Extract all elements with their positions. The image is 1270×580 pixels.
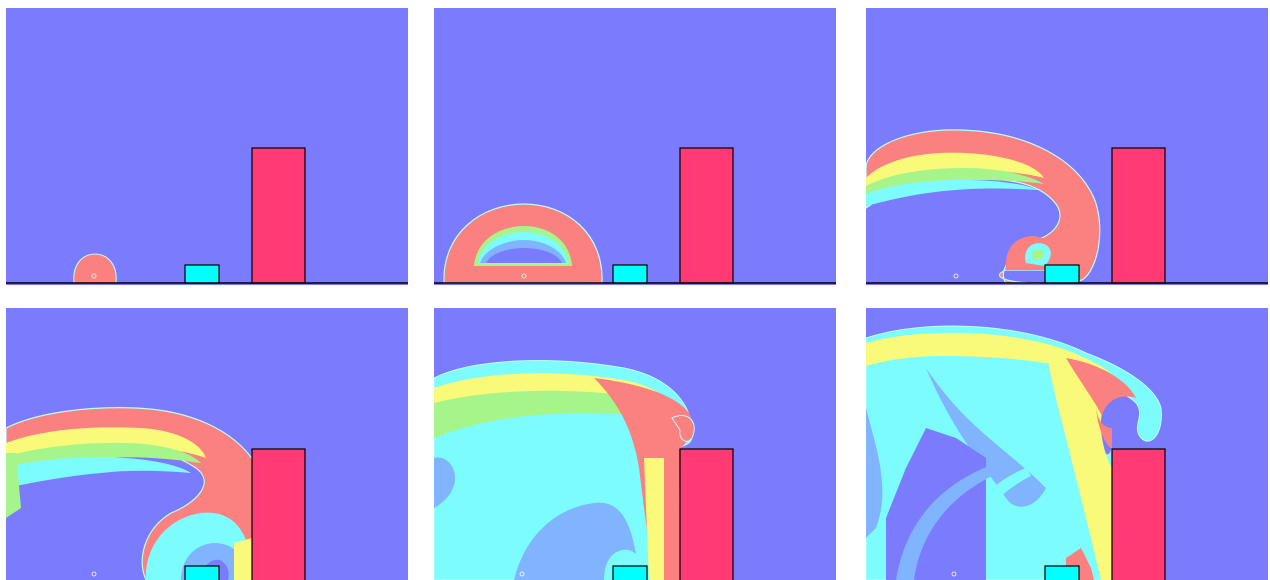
simulation-frame-6: [866, 308, 1268, 580]
small-block: [612, 264, 648, 284]
simulation-frame-3: [866, 8, 1268, 285]
small-block: [184, 565, 220, 580]
simulation-frame-1: [6, 8, 408, 285]
small-block: [612, 565, 648, 580]
small-block: [184, 264, 220, 284]
simulation-frame-4: [6, 308, 408, 580]
tall-block: [1111, 448, 1166, 580]
tall-block: [1111, 147, 1166, 284]
simulation-frame-5: [434, 308, 836, 580]
tall-block: [251, 147, 306, 284]
tall-block: [679, 448, 734, 580]
small-block: [1044, 264, 1080, 284]
blast-cloud: [73, 253, 117, 284]
tall-block: [679, 147, 734, 284]
simulation-frame-2: [434, 8, 836, 285]
tall-block: [251, 448, 306, 580]
small-block: [1044, 565, 1080, 580]
